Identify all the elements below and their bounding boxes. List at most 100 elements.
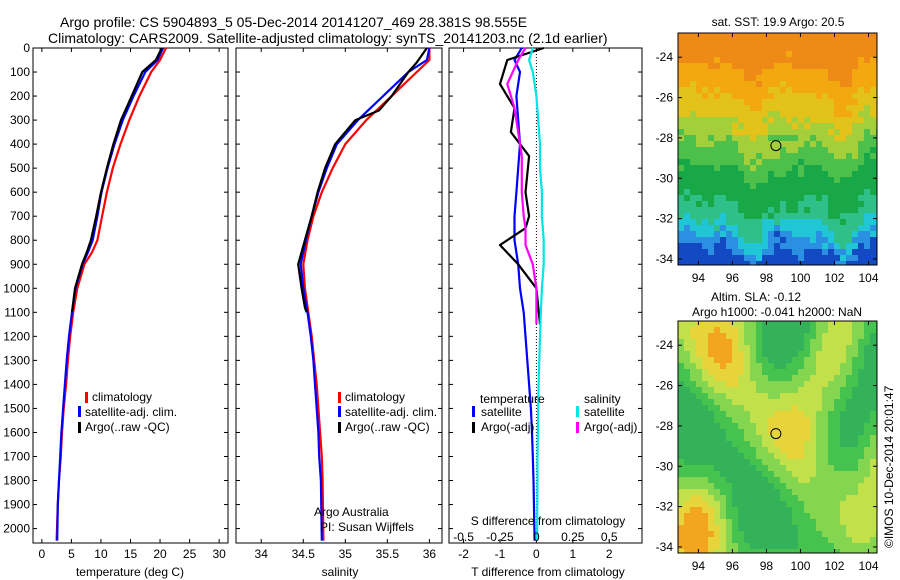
heatmap-cell bbox=[858, 39, 865, 46]
heatmap-cell bbox=[828, 525, 835, 532]
heatmap-cell bbox=[834, 387, 841, 394]
heatmap-cell bbox=[762, 393, 769, 400]
heatmap-cell bbox=[792, 483, 799, 490]
heatmap-cell bbox=[714, 483, 721, 490]
heatmap-cell bbox=[702, 543, 709, 550]
heatmap-cell bbox=[768, 51, 775, 58]
heatmap-cell bbox=[684, 543, 691, 550]
heatmap-cell bbox=[810, 135, 817, 142]
heatmap-cell bbox=[786, 477, 793, 484]
heatmap-cell bbox=[786, 195, 793, 202]
heatmap-cell bbox=[696, 495, 703, 502]
heatmap-cell bbox=[858, 345, 865, 352]
heatmap-cell bbox=[852, 369, 859, 376]
heatmap-cell bbox=[834, 357, 841, 364]
heatmap-cell bbox=[792, 99, 799, 106]
heatmap-cell bbox=[768, 183, 775, 190]
heatmap-cell bbox=[786, 213, 793, 220]
heatmap-cell bbox=[792, 381, 799, 388]
heatmap-cell bbox=[720, 195, 727, 202]
heatmap-cell bbox=[870, 237, 877, 244]
heatmap-cell bbox=[804, 501, 811, 508]
heatmap-cell bbox=[810, 201, 817, 208]
heatmap-cell bbox=[720, 93, 727, 100]
heatmap-cell bbox=[768, 525, 775, 532]
heatmap-cell bbox=[828, 483, 835, 490]
heatmap-cell bbox=[834, 183, 841, 190]
heatmap-cell bbox=[744, 453, 751, 460]
heatmap-cell bbox=[732, 429, 739, 436]
heatmap-cell bbox=[834, 69, 841, 76]
heatmap-cell bbox=[696, 153, 703, 160]
heatmap-cell bbox=[702, 39, 709, 46]
heatmap-cell bbox=[744, 123, 751, 130]
heatmap-cell bbox=[690, 363, 697, 370]
heatmap-cell bbox=[684, 351, 691, 358]
heatmap-cell bbox=[708, 447, 715, 454]
heatmap-cell bbox=[750, 405, 757, 412]
heatmap-cell bbox=[732, 501, 739, 508]
heatmap-cell bbox=[828, 189, 835, 196]
heatmap-cell bbox=[816, 45, 823, 52]
heatmap-cell bbox=[690, 531, 697, 538]
heatmap-cell bbox=[828, 57, 835, 64]
heatmap-cell bbox=[858, 141, 865, 148]
heatmap-cell bbox=[714, 501, 721, 508]
heatmap-cell bbox=[822, 477, 829, 484]
heatmap-cell bbox=[708, 411, 715, 418]
depth-tick-label: 1000 bbox=[3, 281, 30, 295]
heatmap-cell bbox=[690, 483, 697, 490]
heatmap-cell bbox=[804, 387, 811, 394]
heatmap-cell bbox=[768, 57, 775, 64]
heatmap-cell bbox=[858, 177, 865, 184]
heatmap-cell bbox=[708, 459, 715, 466]
heatmap-cell bbox=[762, 387, 769, 394]
heatmap-cell bbox=[744, 465, 751, 472]
heatmap-cell bbox=[702, 105, 709, 112]
heatmap-cell bbox=[870, 255, 877, 262]
heatmap-cell bbox=[690, 159, 697, 166]
heatmap-cell bbox=[702, 459, 709, 466]
heatmap-cell bbox=[738, 393, 745, 400]
heatmap-cell bbox=[846, 177, 853, 184]
heatmap-cell bbox=[858, 459, 865, 466]
heatmap-cell bbox=[828, 87, 835, 94]
heatmap-cell bbox=[792, 327, 799, 334]
heatmap-cell bbox=[702, 231, 709, 238]
heatmap-cell bbox=[810, 387, 817, 394]
heatmap-cell bbox=[822, 135, 829, 142]
heatmap-cell bbox=[846, 135, 853, 142]
heatmap-cell bbox=[756, 375, 763, 382]
heatmap-cell bbox=[828, 75, 835, 82]
heatmap-cell bbox=[816, 165, 823, 172]
heatmap-cell bbox=[768, 339, 775, 346]
heatmap-cell bbox=[822, 459, 829, 466]
heatmap-cell bbox=[768, 423, 775, 430]
heatmap-cell bbox=[702, 327, 709, 334]
heatmap-cell bbox=[786, 483, 793, 490]
heatmap-cell bbox=[834, 513, 841, 520]
heatmap-cell bbox=[762, 453, 769, 460]
heatmap-cell bbox=[696, 45, 703, 52]
heatmap-cell bbox=[840, 207, 847, 214]
x-tick-label: 5 bbox=[68, 547, 75, 561]
heatmap-cell bbox=[840, 339, 847, 346]
lat-tick-label: -24 bbox=[656, 50, 674, 64]
heatmap-cell bbox=[726, 75, 733, 82]
heatmap-cell bbox=[744, 327, 751, 334]
heatmap-cell bbox=[786, 207, 793, 214]
heatmap-cell bbox=[858, 489, 865, 496]
heatmap-cell bbox=[804, 495, 811, 502]
heatmap-cell bbox=[828, 519, 835, 526]
heatmap-cell bbox=[690, 153, 697, 160]
heatmap-cell bbox=[846, 213, 853, 220]
heatmap-cell bbox=[786, 111, 793, 118]
heatmap-cell bbox=[696, 507, 703, 514]
heatmap-cell bbox=[684, 159, 691, 166]
heatmap-cell bbox=[684, 417, 691, 424]
heatmap-cell bbox=[840, 489, 847, 496]
heatmap-cell bbox=[738, 165, 745, 172]
heatmap-cell bbox=[834, 117, 841, 124]
heatmap-cell bbox=[774, 471, 781, 478]
heatmap-cell bbox=[714, 369, 721, 376]
